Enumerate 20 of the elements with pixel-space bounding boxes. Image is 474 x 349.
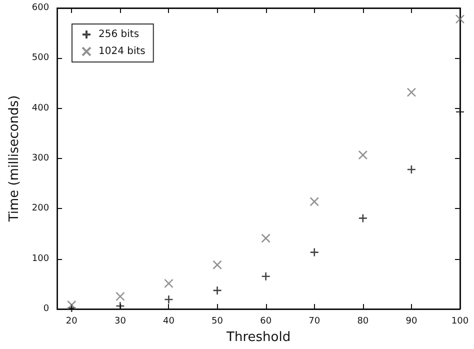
y-tick-label: 200: [32, 204, 50, 214]
x-axis-title: Threshold: [226, 330, 291, 345]
x-tick-label: 100: [451, 316, 469, 326]
legend-label: 256 bits: [98, 29, 140, 40]
y-tick-label: 500: [32, 53, 50, 64]
x-tick-label: 30: [114, 316, 126, 326]
x-tick-label: 40: [163, 316, 175, 326]
y-tick-label: 300: [32, 154, 50, 164]
x-tick-label: 20: [66, 316, 78, 326]
y-tick-label: 100: [32, 254, 50, 264]
y-axis-title: Time (milliseconds): [7, 95, 22, 223]
x-tick-label: 80: [357, 316, 369, 326]
y-tick-label: 0: [43, 304, 50, 314]
legend-label: 1024 bits: [98, 46, 146, 57]
y-tick-label: 400: [32, 103, 50, 114]
x-tick-label: 60: [260, 316, 272, 326]
x-tick-label: 70: [308, 316, 320, 326]
x-tick-label: 50: [212, 316, 224, 326]
y-tick-label: 600: [32, 3, 50, 13]
x-tick-label: 90: [406, 316, 418, 326]
